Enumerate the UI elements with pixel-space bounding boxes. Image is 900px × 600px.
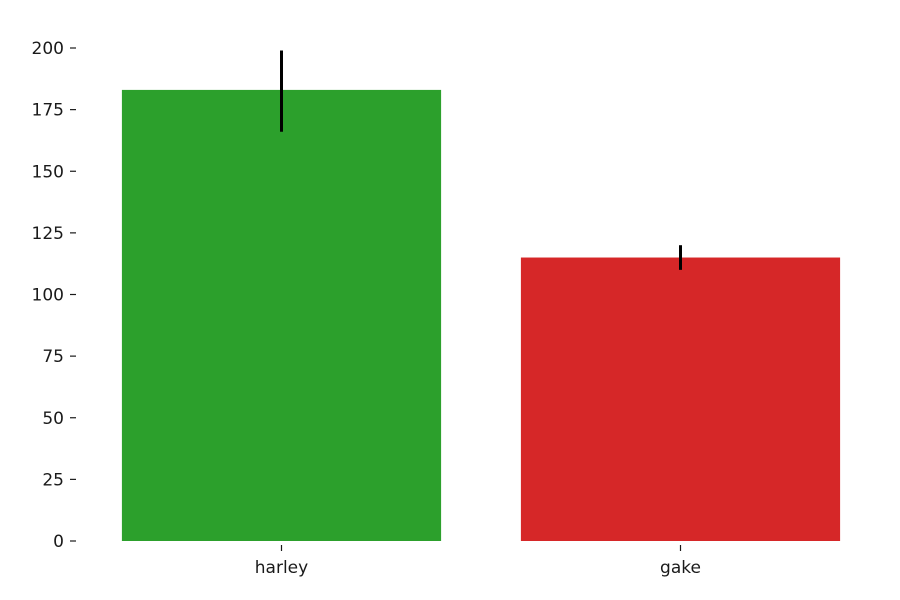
bar-harley (121, 89, 442, 541)
x-tick-label-harley: harley (255, 558, 308, 578)
y-tick-label: 100 (32, 286, 64, 306)
bar-gake (520, 257, 841, 541)
y-axis: 0 25 50 75 100 125 150 175 200 (32, 39, 76, 552)
x-tick-label-gake: gake (660, 558, 701, 578)
y-tick-label: 75 (42, 347, 64, 367)
error-bars (280, 50, 682, 270)
y-tick-label: 125 (32, 224, 64, 244)
y-tick-label: 150 (32, 162, 64, 182)
y-tick-label: 0 (53, 532, 64, 552)
y-tick-label: 25 (42, 470, 64, 490)
bars (121, 89, 841, 541)
y-tick-label: 200 (32, 39, 64, 59)
y-tick-label: 175 (32, 101, 64, 121)
x-axis: harley gake (255, 545, 701, 578)
y-tick-label: 50 (42, 409, 64, 429)
